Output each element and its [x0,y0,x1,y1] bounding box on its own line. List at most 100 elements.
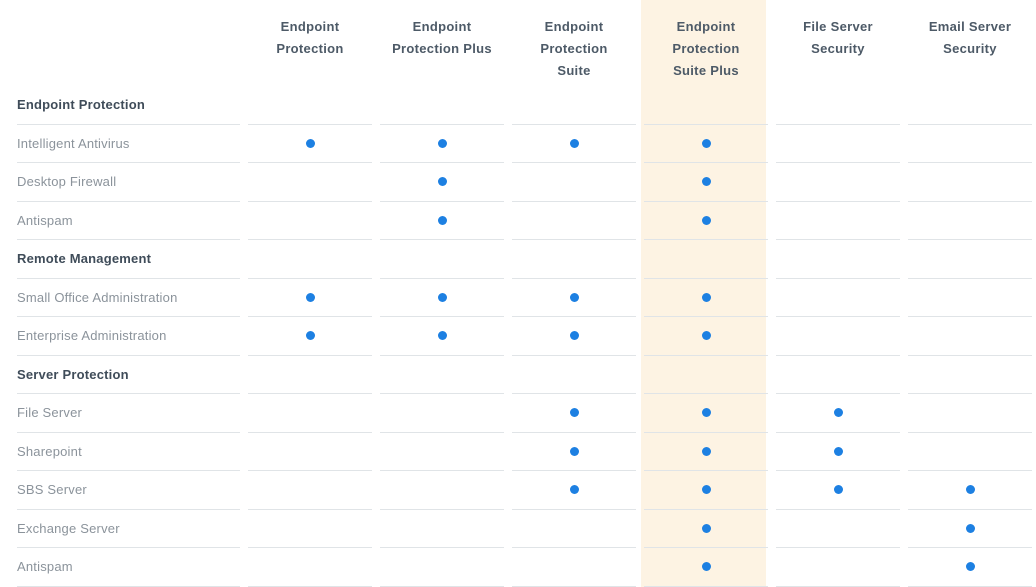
cell-underline [776,163,900,202]
included-dot [305,292,315,302]
feature-row: Intelligent Antivirus [0,125,1036,163]
cell-underline [512,240,636,279]
column-header-label: Endpoint Protection [276,16,343,60]
row-label-cell: Exchange Server [0,510,244,548]
feature-cell-col-6 [904,548,1036,587]
feature-cell-col-2 [376,317,508,356]
cell-underline [776,356,900,394]
section-title: Remote Management [17,251,152,267]
cell-underline [908,317,1032,356]
feature-name: Exchange Server [17,520,120,536]
included-dot [569,331,579,341]
cell-underline [644,86,768,125]
column-header-line: Endpoint [544,19,604,34]
cell-underline [776,394,900,433]
included-dot [833,485,843,495]
row-label-underline: Intelligent Antivirus [17,125,240,163]
column-header-line: Protection [672,41,740,56]
column-header-line: Endpoint [412,19,472,34]
column-header-5: File Server Security [772,0,904,86]
column-header-label: Endpoint Protection Plus [392,16,492,60]
feature-cell-col-5 [772,240,904,279]
feature-cell-col-6 [904,471,1036,510]
feature-cell-col-1 [244,202,376,240]
cell-underline [776,548,900,587]
feature-name: Antispam [17,559,73,575]
included-dot [701,485,711,495]
cell-underline [512,125,636,163]
feature-row: Small Office Administration [0,279,1036,317]
included-dot [305,331,315,341]
cell-underline [644,202,768,240]
cell-underline [248,163,372,202]
feature-cell-col-5 [772,125,904,163]
feature-cell-col-3 [508,317,640,356]
feature-cell-col-4 [640,279,772,317]
row-label-cell: Antispam [0,202,244,240]
cell-underline [908,356,1032,394]
cell-underline [248,317,372,356]
cell-underline [380,163,504,202]
cell-underline [644,510,768,548]
cell-underline [380,356,504,394]
included-dot [833,446,843,456]
cell-underline [908,202,1032,240]
feature-cell-col-2 [376,471,508,510]
included-dot [569,446,579,456]
feature-cell-col-3 [508,163,640,202]
cell-underline [644,548,768,587]
cell-underline [512,279,636,317]
cell-underline [776,125,900,163]
feature-cell-col-1 [244,471,376,510]
included-dot [437,331,447,341]
cell-underline [248,125,372,163]
row-label-underline: Remote Management [17,240,240,279]
cell-underline [512,548,636,587]
feature-cell-col-3 [508,86,640,125]
cell-underline [380,125,504,163]
column-header-line: Security [811,41,865,56]
column-header-line: Protection [276,41,344,56]
feature-cell-col-4 [640,356,772,394]
included-dot [701,292,711,302]
row-label-underline: Server Protection [17,356,240,394]
feature-cell-col-4 [640,317,772,356]
feature-cell-col-2 [376,510,508,548]
cell-underline [644,317,768,356]
feature-name: Enterprise Administration [17,328,167,344]
row-label-cell: Intelligent Antivirus [0,125,244,163]
feature-cell-col-3 [508,510,640,548]
feature-cell-col-5 [772,279,904,317]
header-spacer [0,0,244,86]
column-header-line: Endpoint [676,19,736,34]
column-header-line: File Server [803,19,873,34]
feature-name: Sharepoint [17,443,82,459]
included-dot [701,446,711,456]
cell-underline [908,279,1032,317]
feature-cell-col-5 [772,548,904,587]
row-label-underline: Desktop Firewall [17,163,240,202]
feature-cell-col-1 [244,163,376,202]
feature-cell-col-3 [508,433,640,471]
feature-cell-col-5 [772,202,904,240]
feature-cell-col-1 [244,548,376,587]
included-dot [437,292,447,302]
feature-cell-col-6 [904,163,1036,202]
included-dot [965,485,975,495]
cell-underline [248,433,372,471]
cell-underline [908,163,1032,202]
feature-cell-col-6 [904,317,1036,356]
feature-row: Exchange Server [0,510,1036,548]
included-dot [569,485,579,495]
column-header-4: Endpoint Protection Suite Plus [640,0,772,86]
column-header-line: Protection [540,41,608,56]
column-header-1: Endpoint Protection [244,0,376,86]
feature-cell-col-2 [376,394,508,433]
feature-cell-col-2 [376,548,508,587]
feature-cell-col-6 [904,356,1036,394]
included-dot [701,177,711,187]
row-label-underline: Exchange Server [17,510,240,548]
section-title: Server Protection [17,366,129,382]
cell-underline [776,510,900,548]
feature-cell-col-2 [376,125,508,163]
